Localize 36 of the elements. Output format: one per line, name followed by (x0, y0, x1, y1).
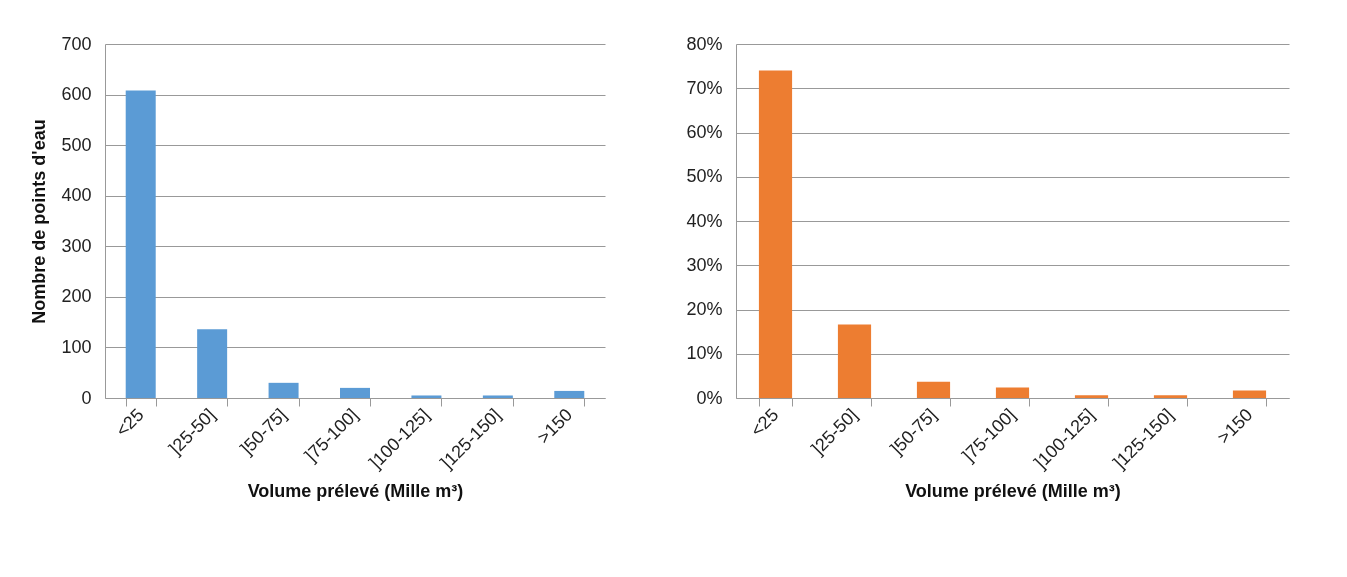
bar (1074, 395, 1109, 398)
y-tick-label: 50% (686, 166, 723, 187)
bar (197, 329, 228, 398)
y-tick-label: 20% (686, 299, 723, 319)
x-axis-title: Volume prélevé (Mille m³) (905, 480, 1121, 501)
y-tick-label: 700 (61, 33, 92, 54)
y-tick-label: 30% (686, 254, 723, 275)
bar (125, 90, 156, 398)
y-tick-label: 60% (686, 122, 723, 142)
y-axis-title: Nombre de points d'eau (29, 119, 50, 324)
bar (1232, 390, 1267, 398)
bar (482, 395, 513, 398)
y-tick-label: 80% (686, 33, 723, 54)
bar (268, 382, 299, 398)
bar (554, 390, 585, 398)
y-tick-label: 0 (81, 387, 92, 408)
bar (1153, 395, 1188, 398)
x-tick-label: <25 (746, 404, 783, 441)
bar (837, 324, 872, 398)
y-tick-label: 400 (61, 185, 92, 206)
y-tick-label: 100 (61, 336, 92, 357)
y-tick-label: 10% (686, 343, 723, 364)
bar (411, 395, 442, 398)
y-tick-label: 0% (696, 387, 723, 408)
x-tick-label: <25 (111, 404, 148, 441)
y-tick-label: 40% (686, 210, 723, 231)
bar (758, 70, 793, 398)
bar (340, 387, 370, 398)
bar (995, 387, 1030, 398)
y-tick-label: 500 (61, 134, 92, 155)
y-tick-label: 200 (61, 286, 92, 307)
y-tick-label: 600 (61, 84, 92, 105)
bar (916, 381, 951, 398)
y-tick-label: 70% (686, 77, 723, 98)
y-tick-label: 300 (61, 235, 92, 256)
x-axis-title: Volume prélevé (Mille m³) (247, 480, 464, 501)
